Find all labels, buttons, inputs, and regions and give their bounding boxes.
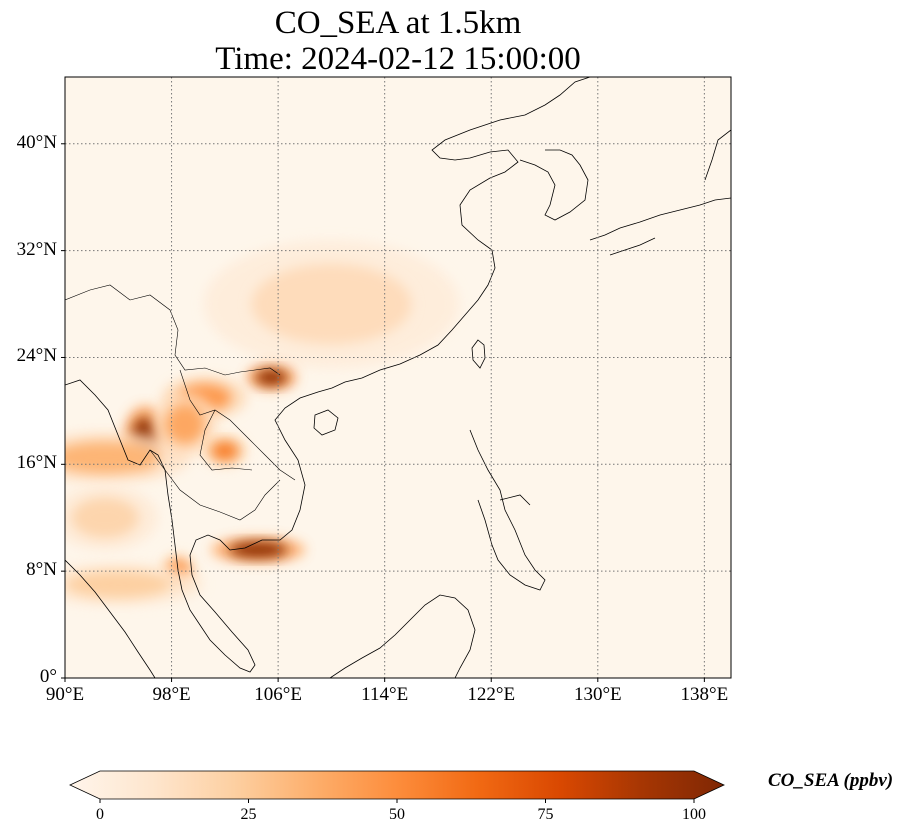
colorbar [69, 770, 725, 803]
coastline-philippines [469, 429, 546, 591]
axis-ticks [61, 143, 705, 682]
xtick-label: 98°E [152, 684, 191, 705]
plume-core-thailand-north [164, 404, 205, 445]
xtick-label: 130°E [573, 684, 622, 705]
colorbar-tick-label: 0 [96, 806, 104, 823]
concentration-field [65, 239, 460, 606]
ytick-label: 24°N [16, 345, 57, 367]
colorbar-tick-label: 25 [240, 806, 257, 823]
ytick-label: 16°N [16, 452, 57, 474]
coastline-taiwan [471, 339, 486, 369]
plume-core-myanmar-west [71, 497, 139, 538]
xtick-label: 122°E [467, 684, 516, 705]
colorbar-body [69, 770, 725, 800]
ytick-label: 8°N [26, 559, 57, 581]
map-frame [64, 76, 732, 679]
colorbar-tick-label: 100 [682, 806, 706, 823]
country-borders [65, 284, 296, 521]
plume-core-vietnam-hanoi [255, 369, 288, 386]
plume-core-south-china-diffuse [251, 263, 412, 345]
xtick-label: 106°E [254, 684, 302, 705]
colorbar-tick-label: 50 [389, 806, 405, 823]
colorbar-title: CO_SEA (ppbv) [768, 770, 894, 791]
coastline-mainland [65, 77, 591, 673]
coastline-korea [519, 149, 589, 221]
xtick-label: 114°E [361, 684, 409, 705]
coastline-borneo [329, 594, 476, 678]
coastlines-and-borders [65, 77, 731, 678]
graticule [65, 77, 731, 678]
xtick-label: 90°E [45, 684, 85, 705]
plume-core-cambodia [228, 541, 288, 558]
plume-core-andaman-band [65, 571, 172, 598]
coastline-japan [589, 129, 731, 256]
ytick-label: 0° [39, 666, 57, 687]
map-time-subtitle: Time: 2024-02-12 15:00:00 [215, 41, 581, 77]
map-title: CO_SEA at 1.5km [274, 5, 522, 41]
coastline-hainan [313, 409, 339, 436]
colorbar-ticks [99, 799, 695, 803]
ytick-label: 40°N [16, 131, 57, 153]
colorbar-tick-label: 75 [537, 806, 554, 823]
plume-core-laos-central [211, 441, 239, 461]
xtick-label: 138°E [680, 684, 729, 705]
plume-core-myanmar-band [65, 441, 159, 474]
coastline-sumatra [65, 559, 156, 678]
ytick-label: 32°N [16, 238, 57, 260]
